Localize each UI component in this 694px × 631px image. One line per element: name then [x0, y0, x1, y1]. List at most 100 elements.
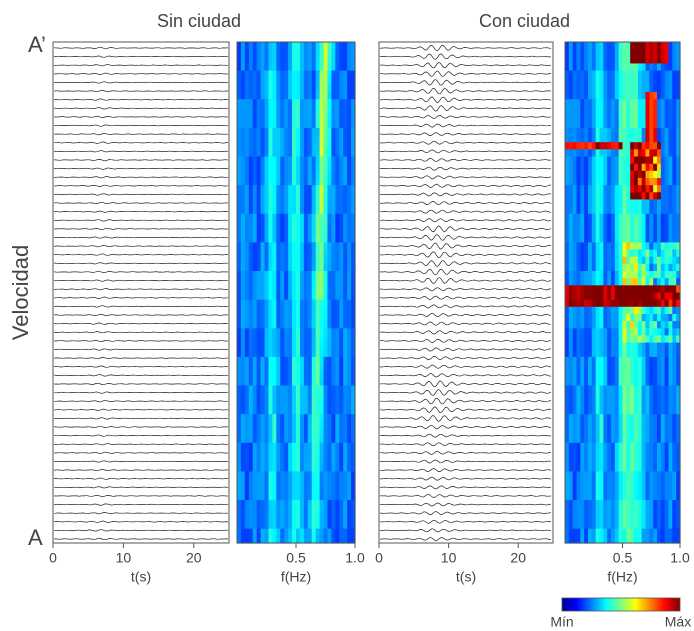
heatmap-cell: [660, 414, 666, 422]
heatmap-cell: [335, 428, 340, 437]
heatmap-cell: [618, 500, 624, 508]
heatmap-cell: [645, 199, 650, 208]
heatmap-cell: [626, 220, 631, 229]
heatmap-cell: [634, 220, 639, 229]
heatmap-cell: [611, 213, 616, 222]
heatmap-cell: [347, 514, 352, 523]
trace: [379, 295, 552, 300]
heatmap-cell: [591, 342, 597, 351]
heatmap-cell: [576, 435, 581, 444]
heatmap-cell: [280, 220, 285, 229]
heatmap-cell: [280, 263, 285, 272]
heatmap-cell: [630, 99, 635, 108]
heatmap-cell: [614, 385, 620, 394]
heatmap-cell: [237, 84, 242, 93]
heatmap-cell: [272, 278, 277, 286]
heatmap-cell: [626, 364, 631, 372]
heatmap-cell: [664, 271, 670, 279]
heatmap-cell: [347, 471, 352, 480]
heatmap-cell: [311, 528, 317, 537]
heatmap-cell: [664, 106, 670, 115]
heatmap-cell: [264, 56, 270, 65]
heatmap-cell: [591, 42, 597, 50]
heatmap-cell: [657, 392, 662, 401]
heatmap-cell: [303, 485, 309, 494]
heatmap-cell: [641, 185, 647, 193]
heatmap-cell: [319, 285, 325, 294]
heatmap-cell: [299, 392, 305, 401]
heatmap-cell: [280, 371, 285, 379]
heatmap-cell: [603, 163, 608, 172]
heatmap-cell: [327, 392, 332, 401]
heatmap-cell: [307, 84, 313, 93]
heatmap-cell: [292, 206, 297, 215]
heatmap-cell: [603, 407, 608, 415]
heatmap-cell: [568, 142, 574, 150]
heatmap-cell: [331, 228, 336, 236]
heatmap-cell: [299, 514, 305, 523]
heatmap-cell: [660, 442, 666, 451]
heatmap-cell: [641, 70, 647, 79]
heatmap-cell: [292, 507, 297, 515]
heatmap-cell: [676, 428, 681, 437]
heatmap-cell: [299, 306, 305, 315]
heatmap-cell: [584, 142, 589, 150]
heatmap-cell: [637, 507, 643, 515]
heatmap-cell: [676, 42, 681, 50]
heatmap-cell: [307, 263, 313, 272]
heatmap-cell: [244, 84, 250, 93]
trace: [380, 175, 552, 180]
heatmap-cell: [568, 84, 574, 93]
heatmap-cell: [303, 528, 309, 537]
heatmap-cell: [637, 313, 643, 322]
heatmap-cell: [256, 428, 262, 437]
heatmap-cell: [672, 84, 677, 93]
heatmap-cell: [240, 535, 246, 544]
heatmap-cell: [637, 285, 643, 294]
heatmap-cell: [645, 349, 650, 358]
trace: [53, 132, 229, 136]
heatmap-cell: [327, 42, 332, 50]
heatmap-cell: [248, 385, 254, 394]
heatmap-cell: [641, 428, 647, 437]
heatmap-cell: [276, 521, 281, 530]
heatmap-cell: [284, 421, 289, 430]
heatmap-cell: [676, 99, 681, 108]
trace: [53, 460, 229, 463]
heatmap-cell: [288, 163, 293, 172]
heatmap-cell: [618, 435, 624, 444]
heatmap-cell: [339, 478, 344, 487]
heatmap-cell: [331, 321, 336, 329]
heatmap-cell: [307, 42, 313, 50]
trace: [380, 397, 552, 405]
heatmap-cell: [568, 399, 574, 408]
heatmap-cell: [248, 256, 254, 265]
heatmap-cell: [327, 500, 332, 508]
heatmap-cell: [264, 342, 270, 351]
heatmap-cell: [280, 49, 285, 57]
heatmap-cell: [607, 500, 612, 508]
trace: [380, 537, 552, 541]
heatmap-cell: [630, 313, 635, 322]
trace: [53, 227, 229, 231]
heatmap-cell: [303, 442, 309, 451]
heatmap-cell: [240, 120, 246, 129]
heatmap-cell: [292, 56, 297, 65]
heatmap-cell: [319, 63, 325, 72]
heatmap-cell: [591, 192, 597, 201]
heatmap-cell: [637, 127, 643, 136]
heatmap-cell: [303, 192, 309, 201]
heatmap-cell: [565, 385, 570, 394]
heatmap-cell: [572, 428, 578, 437]
heatmap-cell: [572, 170, 578, 179]
heatmap-cell: [664, 278, 670, 286]
heatmap-cell: [595, 514, 601, 523]
heatmap-cell: [260, 278, 266, 286]
heatmap-cell: [339, 249, 344, 258]
heatmap-cell: [252, 328, 258, 337]
heatmap-cell: [568, 220, 574, 229]
heatmap-cell: [607, 249, 612, 258]
heatmap-cell: [288, 428, 293, 437]
heatmap-cell: [657, 471, 662, 480]
heatmap-cell: [248, 228, 254, 236]
